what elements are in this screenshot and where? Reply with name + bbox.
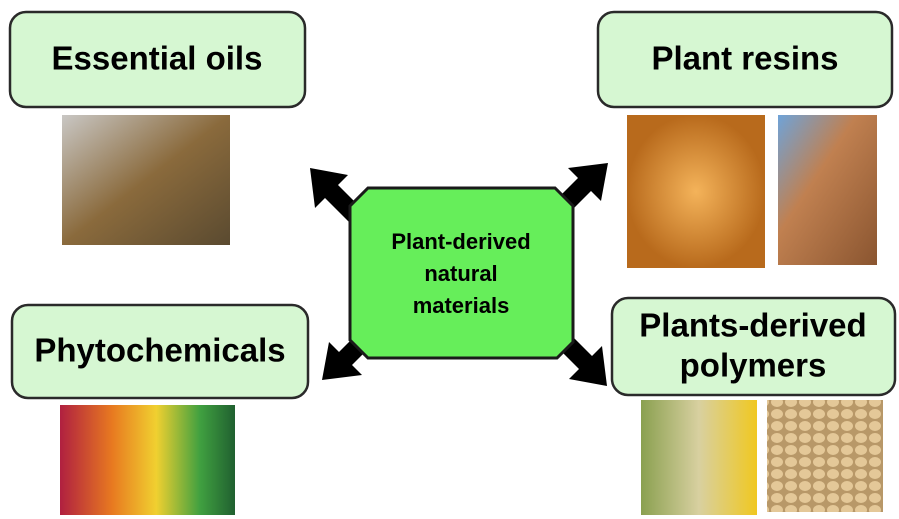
center-label: Plant-derived (391, 229, 530, 254)
node-label: Essential oils (52, 40, 263, 77)
center-label: materials (413, 293, 510, 318)
center-label: natural (424, 261, 497, 286)
photo-essential-oils (62, 115, 230, 245)
node-label: Plants-derived (639, 307, 866, 344)
photo-beans (767, 400, 883, 512)
photo-resins (627, 115, 765, 268)
diagram: Plant-derived natural materials Essentia… (0, 0, 899, 519)
node-label: polymers (680, 347, 827, 384)
node-label: Plant resins (651, 40, 838, 77)
node-label: Phytochemicals (34, 332, 285, 369)
photo-tree (778, 115, 877, 265)
photo-polymers (641, 400, 757, 515)
photo-vegetables (60, 405, 235, 515)
